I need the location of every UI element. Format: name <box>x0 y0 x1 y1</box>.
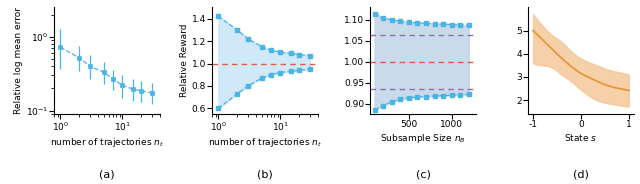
X-axis label: number of trajectories $n_t$: number of trajectories $n_t$ <box>208 135 322 148</box>
Text: (d): (d) <box>573 170 589 180</box>
X-axis label: number of trajectories $n_t$: number of trajectories $n_t$ <box>50 135 164 148</box>
X-axis label: Subsample Size $n_B$: Subsample Size $n_B$ <box>380 132 466 145</box>
Y-axis label: Relative Reward: Relative Reward <box>180 24 189 98</box>
X-axis label: State $s$: State $s$ <box>564 132 598 143</box>
Text: (a): (a) <box>99 170 115 180</box>
Text: (b): (b) <box>257 170 273 180</box>
Y-axis label: Relative log mean error: Relative log mean error <box>14 7 23 114</box>
Text: (c): (c) <box>415 170 431 180</box>
